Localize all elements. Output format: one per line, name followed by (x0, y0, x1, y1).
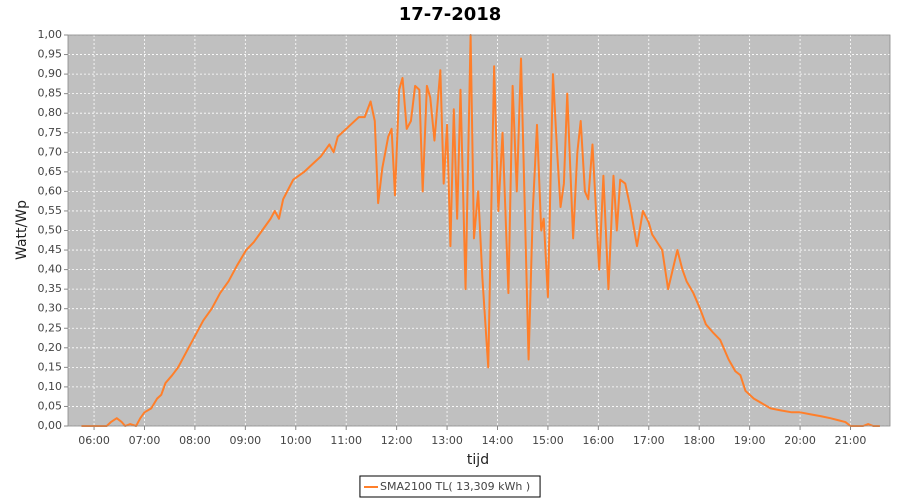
y-tick-label: 0,90 (38, 67, 63, 80)
plot-area (68, 35, 890, 426)
y-tick-label: 0,15 (38, 360, 63, 373)
x-tick-label: 08:00 (179, 434, 211, 447)
x-tick-label: 18:00 (683, 434, 715, 447)
y-tick-label: 0,95 (38, 48, 63, 61)
y-tick-label: 0,30 (38, 302, 63, 315)
x-axis-label: tijd (467, 452, 489, 468)
y-tick-label: 0,55 (38, 204, 63, 217)
plot-border (67, 34, 891, 427)
legend-label: SMA2100 TL( 13,309 kWh ) (380, 480, 530, 493)
y-tick-label: 0,10 (38, 380, 63, 393)
x-tick-label: 07:00 (129, 434, 161, 447)
y-tick-label: 0,80 (38, 106, 63, 119)
x-tick-label: 13:00 (431, 434, 463, 447)
x-tick-label: 09:00 (229, 434, 261, 447)
x-tick-label: 12:00 (381, 434, 413, 447)
y-tick-label: 0,60 (38, 184, 63, 197)
series-line (81, 34, 880, 427)
x-tick-label: 16:00 (582, 434, 614, 447)
y-tick-label: 0,65 (38, 165, 63, 178)
x-tick-label: 17:00 (633, 434, 665, 447)
y-tick-label: 0,40 (38, 263, 63, 276)
y-tick-label: 0,35 (38, 282, 63, 295)
y-tick-label: 1,00 (38, 28, 63, 41)
y-tick-label: 0,00 (38, 419, 63, 432)
y-tick-label: 0,75 (38, 126, 63, 139)
y-tick-label: 0,05 (38, 399, 63, 412)
x-tick-label: 10:00 (280, 434, 312, 447)
legend (359, 475, 541, 498)
y-tick-label: 0,50 (38, 224, 63, 237)
y-axis-label: Watt/Wp (14, 200, 30, 260)
x-tick-label: 15:00 (532, 434, 564, 447)
x-tick-label: 20:00 (784, 434, 816, 447)
y-tick-label: 0,85 (38, 87, 63, 100)
y-tick-label: 0,70 (38, 145, 63, 158)
x-tick-label: 14:00 (482, 434, 514, 447)
y-tick-label: 0,25 (38, 321, 63, 334)
x-tick-label: 19:00 (734, 434, 766, 447)
x-tick-label: 11:00 (330, 434, 362, 447)
y-tick-label: 0,20 (38, 341, 63, 354)
chart-title: 17-7-2018 (399, 4, 502, 25)
x-tick-label: 06:00 (78, 434, 110, 447)
y-tick-label: 0,45 (38, 243, 63, 256)
x-tick-label: 21:00 (835, 434, 867, 447)
